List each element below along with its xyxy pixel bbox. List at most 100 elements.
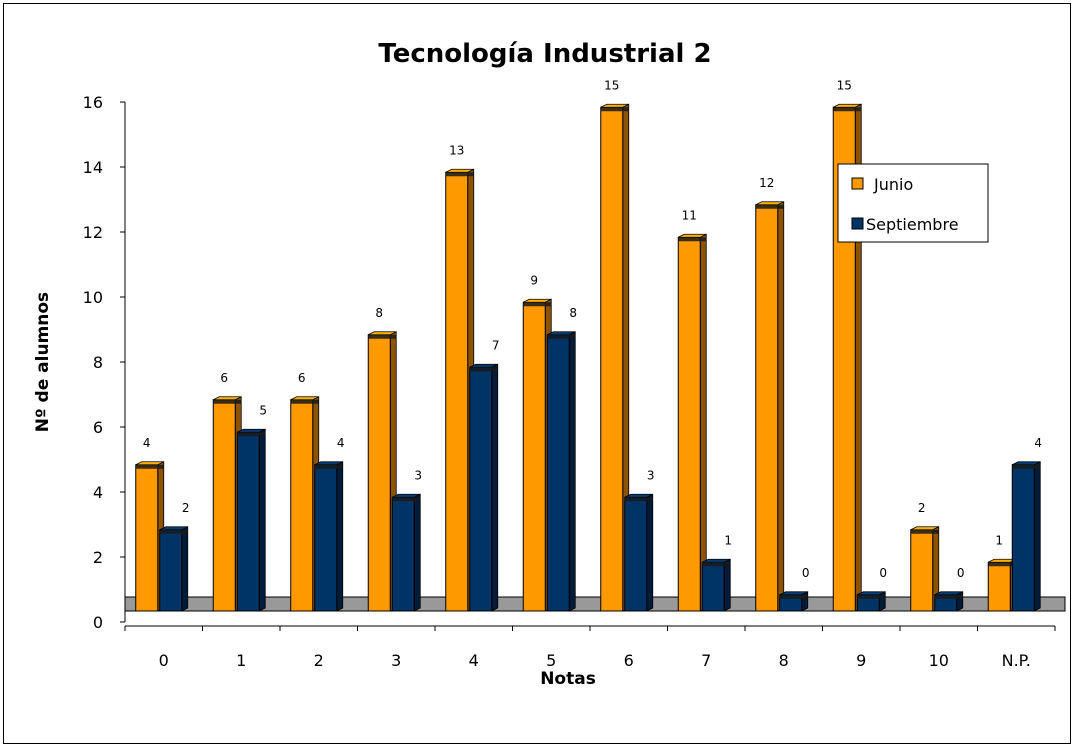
legend-swatch <box>851 177 864 190</box>
data-label-septiembre: 0 <box>802 566 810 580</box>
bar-cap <box>600 107 629 112</box>
data-label-junio: 9 <box>530 273 538 287</box>
data-label-septiembre: 1 <box>724 533 732 547</box>
bar-cap <box>755 204 784 209</box>
bar-cap <box>135 464 164 469</box>
bar-cap <box>392 497 421 502</box>
data-label-junio: 8 <box>375 306 383 320</box>
legend-label: Junio <box>873 175 913 194</box>
y-tick-label: 6 <box>93 418 103 437</box>
bar-septiembre <box>314 461 344 612</box>
bar-cap <box>213 399 242 404</box>
bar-front <box>135 464 159 612</box>
bar-septiembre <box>701 558 731 612</box>
data-label-junio: 1 <box>995 533 1003 547</box>
bar-junio <box>910 526 940 612</box>
bar-cap <box>237 432 266 437</box>
bar-cap <box>523 302 552 307</box>
bar-cap <box>857 594 886 599</box>
bar-cap <box>368 334 397 339</box>
bar-front <box>701 561 725 612</box>
bar-cap <box>290 399 319 404</box>
bar-junio <box>677 233 707 612</box>
bar-cap <box>988 562 1017 567</box>
bar-junio <box>755 201 785 612</box>
data-label-junio: 2 <box>918 501 926 515</box>
chart-title: Tecnología Industrial 2 <box>378 39 711 69</box>
bar-cap <box>910 529 939 534</box>
x-tick-label: 5 <box>546 651 556 670</box>
bar-cap <box>547 334 576 339</box>
bar-front <box>236 431 260 612</box>
bar-septiembre <box>391 493 421 612</box>
x-tick-label: 8 <box>779 651 789 670</box>
bar-front <box>445 171 469 612</box>
bar-cap <box>779 594 808 599</box>
bar-front <box>546 334 570 612</box>
bar-cap <box>1012 464 1041 469</box>
bar-cap <box>445 172 474 177</box>
data-label-junio: 15 <box>604 78 619 92</box>
bar-front <box>159 529 183 612</box>
y-tick-label: 2 <box>93 548 103 567</box>
bar-front <box>290 399 314 612</box>
x-tick-label: N.P. <box>1002 651 1031 670</box>
bar-cap <box>934 594 963 599</box>
bar-septiembre <box>236 428 266 612</box>
x-axis-label: Notas <box>540 669 596 689</box>
data-label-septiembre: 3 <box>647 468 655 482</box>
legend-swatch <box>851 217 864 230</box>
bar-septiembre <box>934 591 964 612</box>
bar-front <box>522 301 546 612</box>
bar-cap <box>833 107 862 112</box>
bar-side <box>646 493 654 612</box>
y-tick-label: 16 <box>83 93 103 112</box>
bar-side <box>777 201 785 612</box>
x-tick-label: 3 <box>391 651 401 670</box>
bar-front <box>600 106 624 612</box>
bar-septiembre <box>469 363 499 612</box>
data-label-septiembre: 4 <box>337 436 345 450</box>
x-tick-label: 7 <box>701 651 711 670</box>
data-label-junio: 15 <box>837 78 852 92</box>
y-tick-label: 14 <box>83 158 103 177</box>
bar-septiembre <box>779 591 809 612</box>
data-label-junio: 6 <box>298 371 306 385</box>
bar-front <box>314 464 338 612</box>
bar-side <box>258 428 266 612</box>
bar-front <box>391 496 415 612</box>
data-label-septiembre: 5 <box>259 403 267 417</box>
data-label-septiembre: 0 <box>957 566 965 580</box>
bar-side <box>413 493 421 612</box>
data-label-septiembre: 0 <box>879 566 887 580</box>
bar-septiembre <box>624 493 654 612</box>
bar-side <box>491 363 499 612</box>
bar-front <box>367 334 391 612</box>
data-label-junio: 12 <box>759 176 774 190</box>
bar-side <box>723 558 731 612</box>
bar-front <box>624 496 648 612</box>
bar-front <box>987 561 1011 612</box>
legend: Junio Septiembre <box>837 163 989 243</box>
bar-septiembre <box>546 331 576 612</box>
bar-front <box>677 236 701 612</box>
data-label-septiembre: 2 <box>182 501 190 515</box>
data-label-septiembre: 8 <box>569 306 577 320</box>
bar-front <box>755 204 779 612</box>
x-tick-label: 0 <box>159 651 169 670</box>
data-label-junio: 11 <box>682 208 697 222</box>
x-tick-label: 10 <box>929 651 949 670</box>
x-tick-label: 9 <box>856 651 866 670</box>
bar-cap <box>702 562 731 567</box>
x-tick-label: 2 <box>314 651 324 670</box>
y-axis-label: Nº de alumnos <box>33 292 53 432</box>
y-tick-label: 0 <box>93 613 103 632</box>
bar-front <box>1011 464 1035 612</box>
bar-side <box>336 461 344 612</box>
x-tick-label: 1 <box>236 651 246 670</box>
bar-front <box>910 529 934 612</box>
y-tick-label: 12 <box>83 223 103 242</box>
data-label-septiembre: 7 <box>492 338 500 352</box>
